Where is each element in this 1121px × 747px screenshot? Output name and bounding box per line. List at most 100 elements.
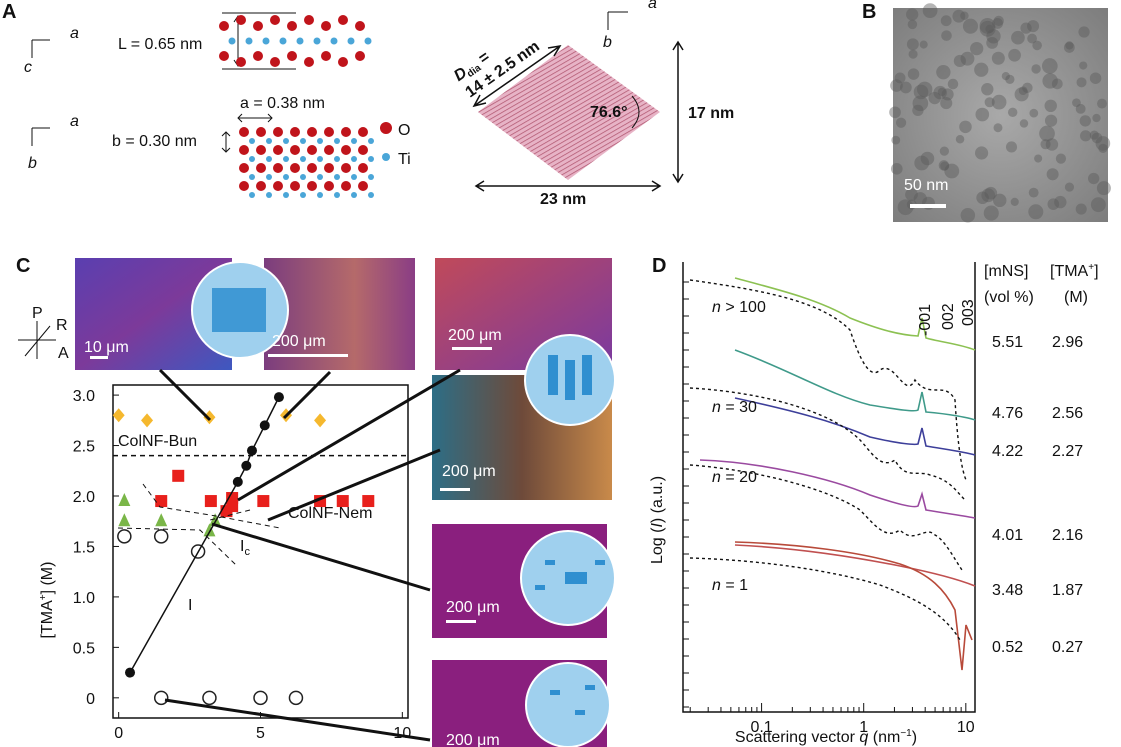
particle xyxy=(1029,108,1039,118)
angle-arc xyxy=(631,95,640,129)
atom-ti xyxy=(300,192,306,198)
atom-ti xyxy=(368,156,374,162)
particle xyxy=(917,81,933,98)
table-cell: 4.01 xyxy=(992,527,1023,544)
atom-ti xyxy=(249,138,255,144)
particle xyxy=(1044,99,1057,113)
atom-o xyxy=(273,145,283,155)
atom-o xyxy=(239,163,249,173)
particle xyxy=(919,40,928,49)
atom-o xyxy=(321,21,331,31)
particle xyxy=(959,120,972,134)
peak-label: 003 xyxy=(960,299,977,326)
particle xyxy=(1027,20,1040,33)
scale-label: 50 nm xyxy=(904,177,948,194)
particle xyxy=(1046,168,1059,181)
particle xyxy=(1054,195,1067,209)
atom-o xyxy=(324,145,334,155)
atom-o xyxy=(307,181,317,191)
table-cell: 2.56 xyxy=(1052,405,1083,422)
particle xyxy=(1001,72,1010,81)
atom-ti xyxy=(262,37,270,45)
particle xyxy=(899,81,912,94)
phase-boundary-lines xyxy=(117,483,281,566)
particle xyxy=(941,88,954,101)
atom-o xyxy=(270,57,280,67)
atom-ti xyxy=(279,37,287,45)
tem-particles xyxy=(889,3,1111,223)
polarizer: R xyxy=(56,317,68,334)
particle xyxy=(979,20,996,37)
atom-ti xyxy=(351,192,357,198)
region-label: Ic xyxy=(240,538,250,558)
polarizer-cross xyxy=(18,321,56,359)
axes xyxy=(682,262,976,713)
point xyxy=(232,476,243,487)
atom-ti xyxy=(283,138,289,144)
particle xyxy=(1032,40,1042,51)
particle xyxy=(1092,113,1101,123)
particle xyxy=(992,18,1003,29)
atom-o xyxy=(324,127,334,137)
atom-o xyxy=(253,51,263,61)
x-tick-label: 5 xyxy=(256,725,265,742)
y-tick-label: 2.0 xyxy=(73,489,95,506)
legend-label: O xyxy=(398,122,410,139)
panel-label: C xyxy=(16,255,30,277)
atom-ti xyxy=(317,192,323,198)
atom-o xyxy=(256,181,266,191)
atom-ti xyxy=(228,37,236,45)
lattice xyxy=(219,15,374,198)
tem-image xyxy=(893,8,1108,222)
particle xyxy=(944,163,960,179)
point xyxy=(257,495,270,508)
atom-ti xyxy=(283,174,289,180)
atom-ti xyxy=(351,156,357,162)
atom-ti xyxy=(249,192,255,198)
image-scale-bars xyxy=(90,347,492,623)
particle xyxy=(1078,26,1090,38)
point xyxy=(172,469,185,482)
atom-ti xyxy=(364,37,372,45)
a-label: a = 0.38 nm xyxy=(240,95,325,112)
table: 5.51 2.96 4.76 2.56 4.22 2.27 4.01 2.16 3.48 1.87… xyxy=(992,334,1083,656)
table-header: (vol %) xyxy=(984,289,1034,306)
table-cell: 0.52 xyxy=(992,639,1023,656)
particle xyxy=(941,30,952,41)
peak-label: 002 xyxy=(940,303,957,330)
atom-o xyxy=(287,51,297,61)
point xyxy=(153,690,169,706)
particle xyxy=(1096,181,1111,196)
saxs-curves xyxy=(699,277,976,671)
atom-o xyxy=(307,163,317,173)
particle xyxy=(922,3,938,18)
particle xyxy=(937,87,947,97)
table-header: [mNS] xyxy=(984,263,1028,280)
svg-text:10 μm: 10 μm xyxy=(84,339,129,356)
particle xyxy=(913,192,927,206)
atom-ti xyxy=(334,156,340,162)
point xyxy=(246,445,257,456)
atom-o xyxy=(341,145,351,155)
particle xyxy=(1011,30,1025,45)
particle xyxy=(1028,187,1039,198)
atom-o xyxy=(290,145,300,155)
particle xyxy=(940,97,953,110)
particle xyxy=(1064,182,1075,192)
atom-ti xyxy=(334,138,340,144)
point xyxy=(314,413,327,428)
atom-o xyxy=(321,51,331,61)
table-cell: 1.87 xyxy=(1052,582,1083,599)
region-label: ColNF-Bun xyxy=(118,433,197,450)
svg-text:n = 30: n = 30 xyxy=(712,399,757,416)
point xyxy=(112,408,125,423)
particle xyxy=(962,18,979,34)
particle xyxy=(955,135,965,144)
particle xyxy=(1089,72,1102,84)
point xyxy=(118,493,131,507)
table-cell: 4.22 xyxy=(992,443,1023,460)
particle xyxy=(1008,48,1021,62)
y-tick-label: 2.5 xyxy=(73,439,95,456)
particle xyxy=(914,155,930,171)
